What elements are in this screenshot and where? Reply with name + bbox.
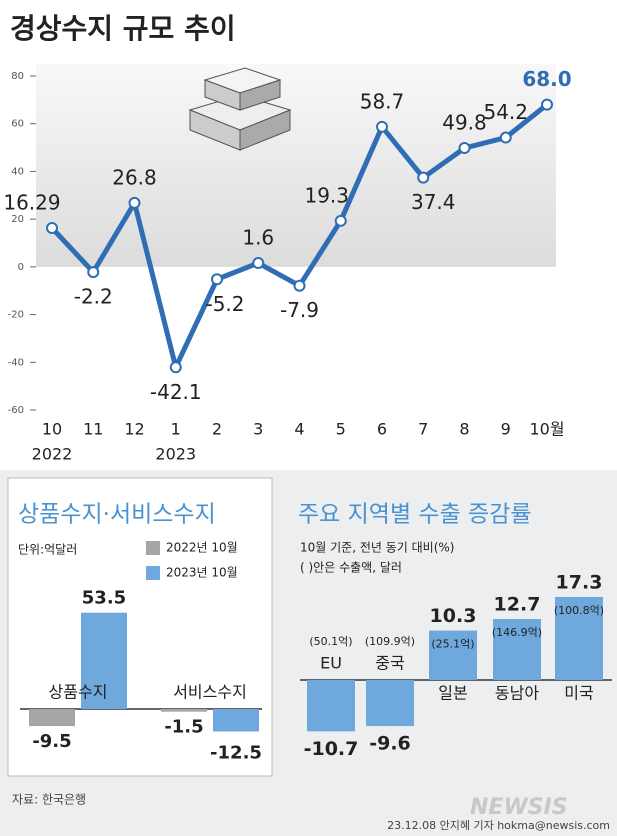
x-tick-label: 11 (83, 420, 103, 439)
category-label: 중국 (375, 654, 404, 673)
sublabel: (50.1억) (309, 635, 352, 648)
year-label: 2023 (155, 445, 196, 464)
subtitle: 10월 기준, 전년 동기 대비(%) (300, 541, 454, 555)
point (87, 266, 100, 279)
value-label: -2.2 (74, 285, 113, 309)
chart-title: 경상수지 규모 추이 (10, 12, 236, 45)
value-label: -12.5 (210, 743, 262, 764)
x-tick-label: 3 (253, 420, 263, 439)
money-icon (188, 67, 292, 151)
legend-swatch (146, 566, 160, 580)
x-tick-label: 8 (459, 420, 469, 439)
value-label: 58.7 (360, 89, 405, 113)
value-label: 12.7 (494, 594, 541, 616)
value-label: -1.5 (164, 717, 203, 738)
y-tick-label: -60 (8, 405, 24, 416)
y-tick-label: 20 (11, 214, 24, 225)
bar (29, 709, 75, 727)
unit-label: 단위:억달러 (18, 543, 77, 557)
bar (213, 709, 259, 732)
legend-label: 2022년 10월 (166, 541, 238, 555)
point (128, 196, 141, 209)
value-label: 16.29 (3, 190, 60, 214)
x-tick-label: 4 (294, 420, 304, 439)
value-label: 1.6 (242, 226, 274, 250)
bar (366, 680, 414, 727)
value-label: 53.5 (82, 588, 126, 609)
chart-title: 주요 지역별 수출 증감률 (298, 502, 532, 528)
point (499, 131, 512, 144)
value-label: 54.2 (483, 100, 528, 124)
value-label: 68.0 (522, 67, 571, 91)
value-label: -42.1 (150, 380, 202, 404)
x-tick-label: 5 (336, 420, 346, 439)
value-label: -9.5 (32, 731, 71, 752)
category-label: 동남아 (495, 684, 539, 703)
y-tick-label: 80 (11, 71, 24, 82)
category-label: EU (320, 654, 342, 673)
point (417, 171, 430, 184)
chart-title: 상품수지·서비스수지 (18, 502, 216, 528)
year-label: 2022 (32, 445, 73, 464)
x-tick-label: 7 (418, 420, 428, 439)
y-tick-label: 60 (11, 119, 24, 130)
x-tick-label: 1 (171, 420, 181, 439)
point (334, 214, 347, 227)
x-tick-label: 12 (124, 420, 144, 439)
credit: 23.12.08 안지혜 기자 hokma@newsis.com (387, 819, 610, 832)
bar (161, 709, 207, 712)
x-tick-label: 6 (377, 420, 387, 439)
bar (555, 596, 603, 680)
y-tick-label: -20 (8, 310, 24, 321)
sublabel: (25.1억) (431, 638, 474, 651)
category-label: 상품수지 (49, 683, 108, 702)
value-label: -7.9 (280, 298, 319, 322)
value-label: 37.4 (411, 190, 456, 214)
y-tick-label: 0 (18, 262, 24, 273)
x-tick-label: 9 (501, 420, 511, 439)
point (169, 361, 182, 374)
category-label: 서비스수지 (173, 683, 247, 702)
bar (493, 619, 541, 680)
point (376, 120, 388, 133)
point (252, 257, 265, 270)
watermark: NEWSIS (470, 795, 568, 820)
value-label: -5.2 (205, 292, 244, 316)
sublabel: (109.9억) (365, 635, 415, 648)
x-tick-label: 2 (212, 420, 222, 439)
value-label: 17.3 (556, 571, 603, 593)
point (293, 279, 306, 292)
category-label: 미국 (564, 684, 593, 703)
value-label: -10.7 (304, 738, 359, 760)
legend-label: 2023년 10월 (166, 566, 238, 580)
value-label: 49.8 (442, 111, 487, 135)
sublabel: (100.8억) (554, 604, 604, 617)
value-label: 19.3 (304, 183, 349, 207)
point (211, 273, 223, 286)
point (458, 142, 471, 155)
value-label: -9.6 (369, 733, 411, 755)
y-tick-label: 40 (11, 166, 24, 177)
sublabel: (146.9억) (492, 626, 542, 639)
value-label: 26.8 (112, 165, 157, 189)
source: 자료: 한국은행 (12, 792, 86, 807)
y-tick-label: -40 (8, 357, 24, 368)
plot-background (36, 64, 556, 267)
note: ( )안은 수출액, 달러 (300, 561, 402, 575)
bar (429, 630, 477, 680)
point (46, 221, 58, 234)
bar (81, 612, 127, 709)
x-tick-label: 10 (42, 420, 62, 439)
bar (307, 680, 355, 732)
category-label: 일본 (438, 684, 467, 703)
legend-swatch (146, 541, 160, 555)
value-label: 10.3 (430, 605, 477, 627)
x-tick-label: 10월 (529, 420, 564, 439)
point (541, 98, 553, 111)
